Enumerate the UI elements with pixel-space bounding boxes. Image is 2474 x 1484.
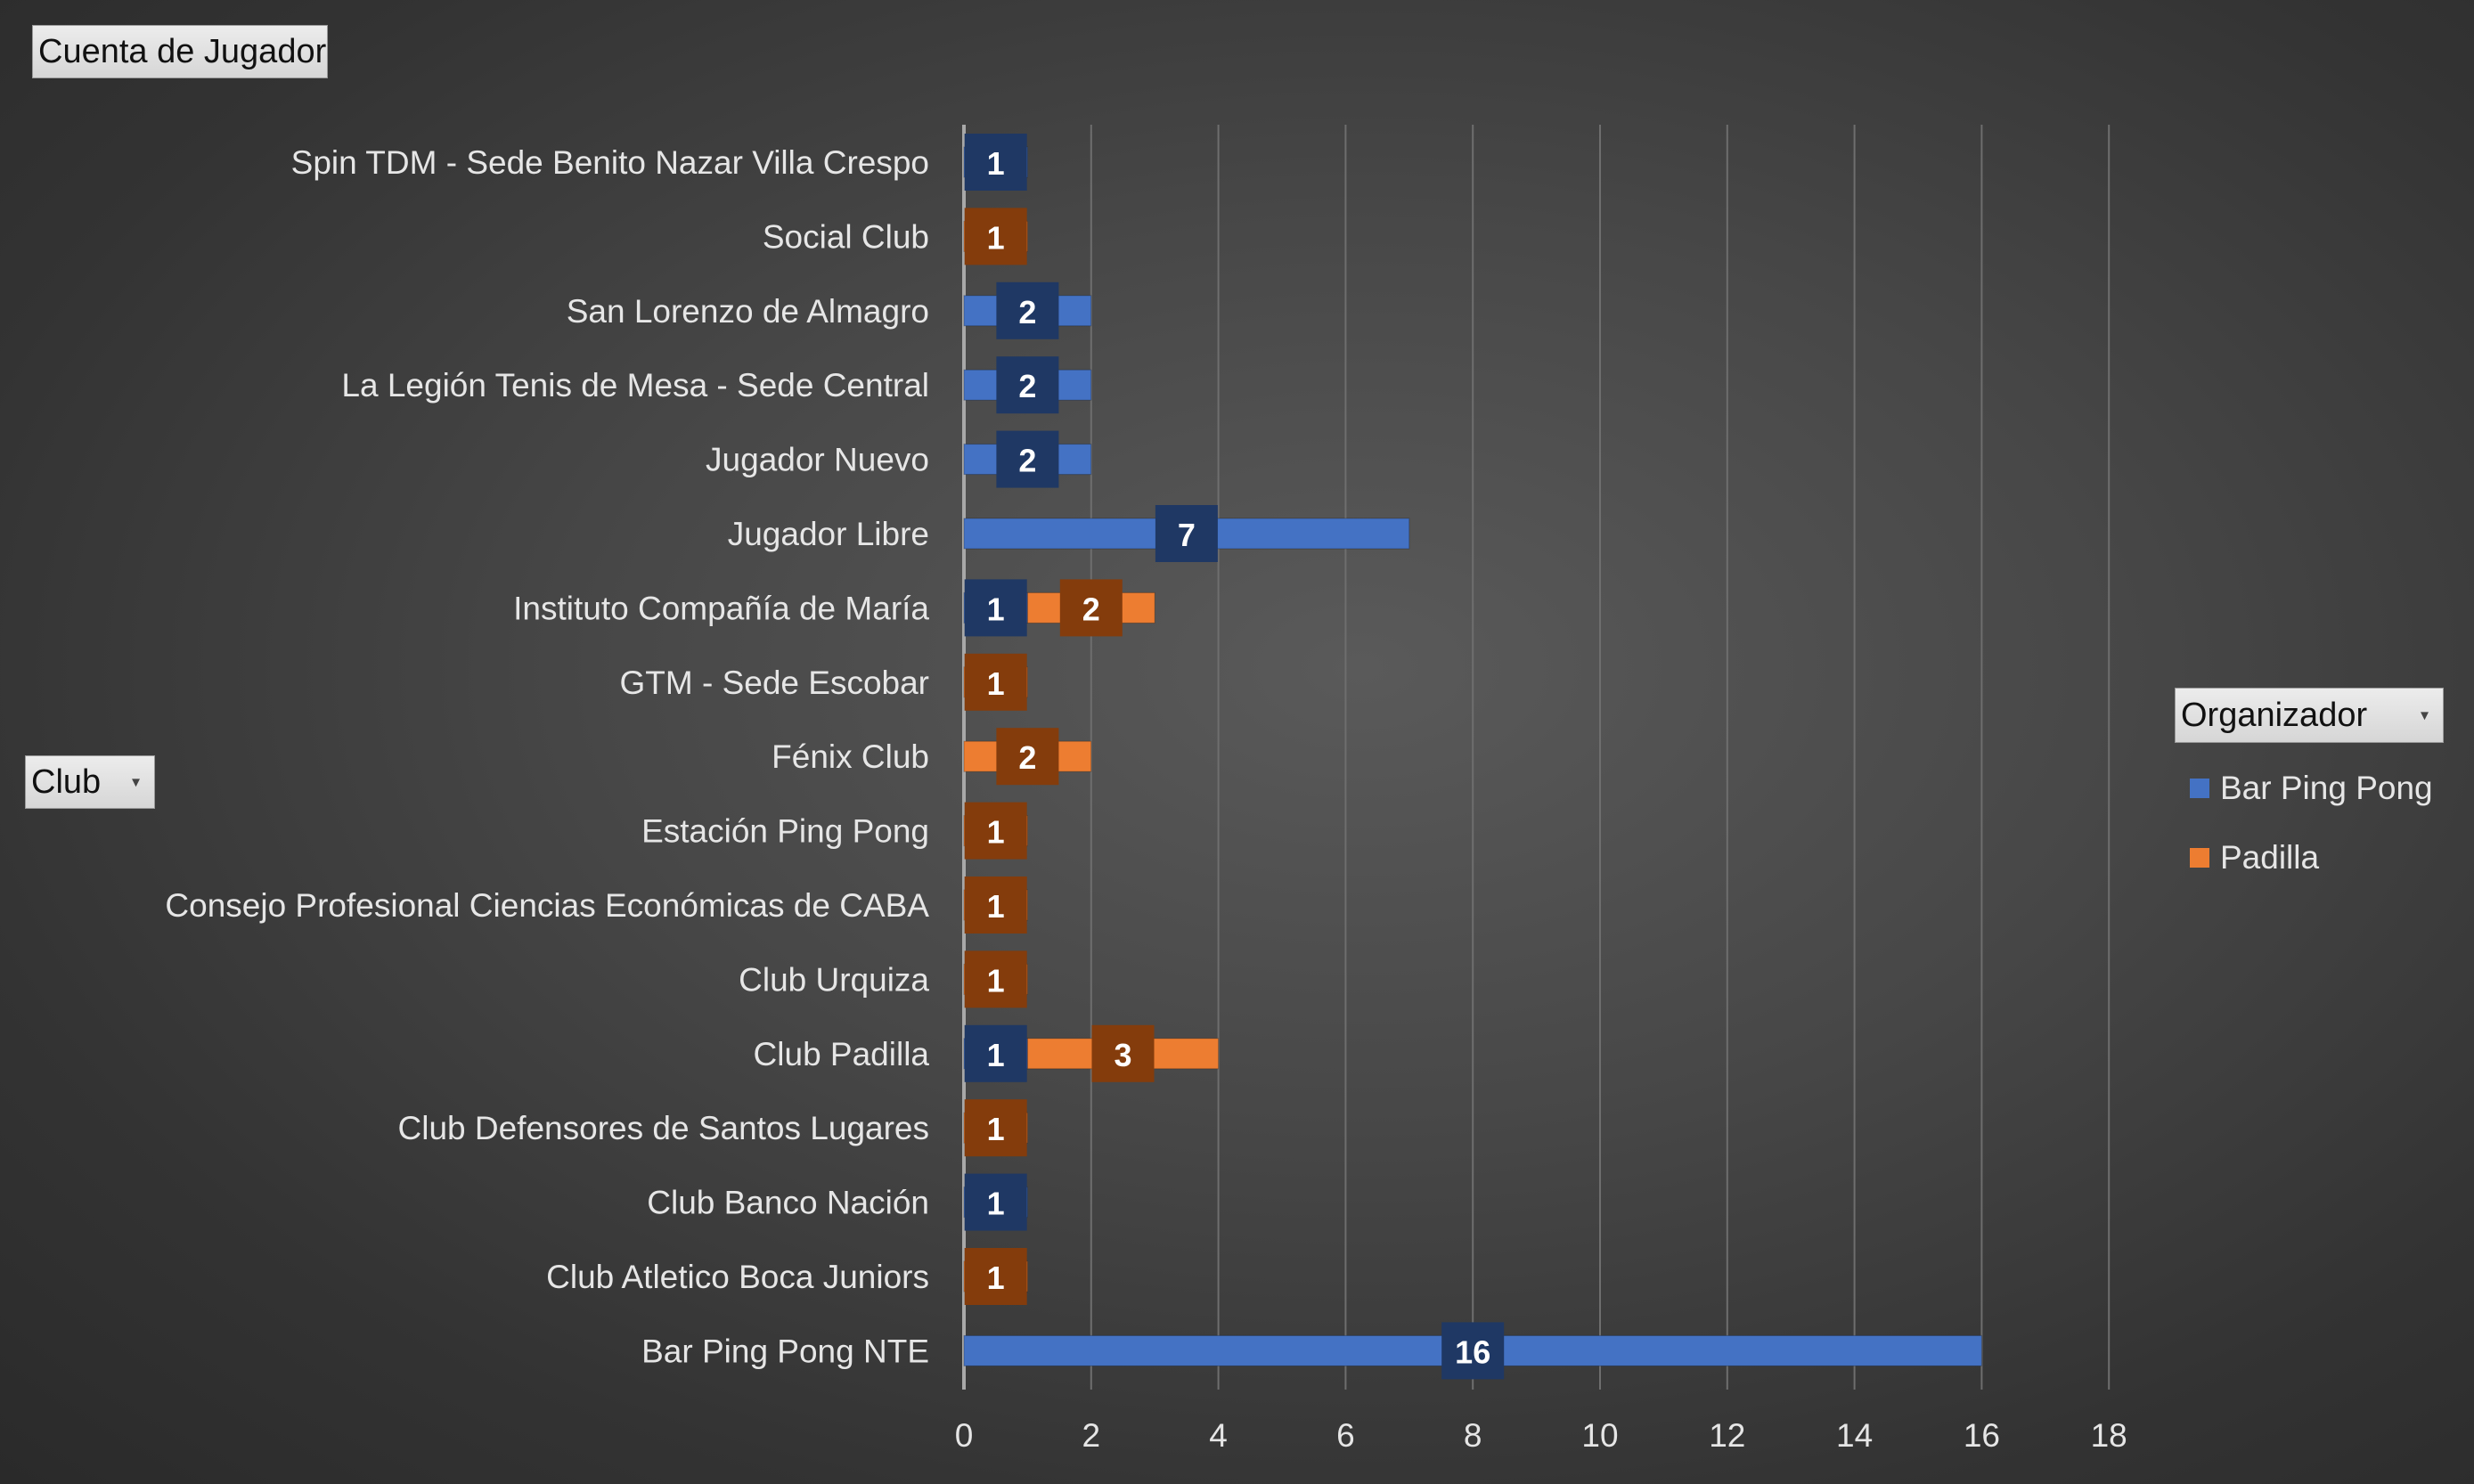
data-label: 1: [987, 1186, 1005, 1222]
category-label: Spin TDM - Sede Benito Nazar Villa Cresp…: [291, 144, 929, 181]
data-label-bg: [996, 281, 1059, 339]
data-label: 2: [1018, 294, 1036, 330]
legend-swatch-padilla: [2190, 848, 2209, 868]
x-tick-label: 10: [1581, 1417, 1618, 1454]
data-label-bg: [964, 653, 1027, 711]
data-label-bg: [1441, 1322, 1505, 1380]
club-field-filter-button[interactable]: Club ▾: [25, 755, 155, 809]
data-label: 7: [1178, 517, 1196, 553]
data-label: 1: [987, 962, 1005, 999]
category-label: Consejo Profesional Ciencias Económicas …: [165, 887, 929, 924]
data-label-bg: [964, 134, 1027, 191]
legend-swatch-bar-ping-pong: [2190, 779, 2209, 798]
data-label: 1: [987, 814, 1005, 851]
category-label: Bar Ping Pong NTE: [641, 1333, 929, 1369]
data-label-bg: [996, 728, 1059, 786]
legend-label-bar-ping-pong: Bar Ping Pong: [2220, 770, 2433, 806]
chart-legend: Bar Ping Pong Padilla: [2190, 754, 2433, 893]
category-label: La Legión Tenis de Mesa - Sede Central: [341, 367, 929, 404]
data-label-bg: [964, 950, 1027, 1008]
data-label: 1: [987, 888, 1005, 925]
value-field-button[interactable]: Cuenta de Jugador: [32, 25, 328, 78]
data-label: 1: [987, 1260, 1005, 1296]
data-label-bg: [964, 802, 1027, 860]
data-label-bg: [996, 430, 1059, 488]
x-tick-label: 12: [1709, 1417, 1745, 1454]
category-label: Club Banco Nación: [647, 1185, 929, 1221]
category-label: Club Atletico Boca Juniors: [546, 1259, 929, 1295]
category-label: GTM - Sede Escobar: [619, 665, 929, 701]
category-label: Social Club: [763, 218, 929, 255]
data-label: 1: [987, 1111, 1005, 1147]
x-tick-label: 18: [2091, 1417, 2127, 1454]
category-label: Estación Ping Pong: [641, 813, 929, 850]
x-tick-label: 4: [1209, 1417, 1228, 1454]
data-label: 1: [987, 1037, 1005, 1073]
data-label: 1: [987, 145, 1005, 182]
data-label-bg: [1059, 579, 1123, 637]
club-field-label: Club: [31, 762, 102, 801]
category-label: San Lorenzo de Almagro: [567, 293, 929, 330]
data-label: 2: [1018, 368, 1036, 404]
data-label-bg: [996, 356, 1059, 414]
x-tick-label: 6: [1336, 1417, 1355, 1454]
category-label: Club Defensores de Santos Lugares: [398, 1110, 929, 1146]
legend-item-bar-ping-pong[interactable]: Bar Ping Pong: [2190, 754, 2433, 823]
organizador-field-filter-button[interactable]: Organizador ▾: [2175, 688, 2444, 743]
data-label-bg: [964, 1024, 1027, 1082]
dropdown-arrow-icon: ▾: [2420, 705, 2429, 724]
x-tick-label: 16: [1964, 1417, 2000, 1454]
data-label-bg: [1091, 1024, 1155, 1082]
category-label: Instituto Compañía de María: [513, 590, 929, 626]
data-label-bg: [964, 1173, 1027, 1231]
data-label: 2: [1018, 739, 1036, 776]
x-tick-label: 14: [1836, 1417, 1873, 1454]
category-label: Jugador Libre: [728, 516, 929, 552]
category-label: Fénix Club: [772, 738, 929, 775]
category-label: Jugador Nuevo: [706, 442, 929, 478]
category-label: Club Urquiza: [739, 961, 929, 998]
data-label-bg: [964, 579, 1027, 637]
data-label-bg: [1155, 505, 1218, 562]
data-label: 3: [1114, 1037, 1131, 1073]
value-field-label: Cuenta de Jugador: [38, 32, 327, 70]
data-label-bg: [964, 877, 1027, 934]
data-label: 1: [987, 665, 1005, 702]
data-label: 2: [1018, 443, 1036, 479]
legend-label-padilla: Padilla: [2220, 839, 2320, 876]
x-tick-label: 8: [1464, 1417, 1482, 1454]
data-label: 16: [1455, 1333, 1490, 1370]
data-label: 1: [987, 591, 1005, 627]
x-tick-label: 2: [1082, 1417, 1101, 1454]
data-label-bg: [964, 208, 1027, 265]
category-label: Club Padilla: [754, 1036, 930, 1072]
data-label-bg: [964, 1099, 1027, 1157]
organizador-field-label: Organizador: [2181, 696, 2368, 734]
data-label-bg: [964, 1248, 1027, 1305]
data-label: 1: [987, 219, 1005, 256]
x-tick-label: 0: [955, 1417, 974, 1454]
legend-item-padilla[interactable]: Padilla: [2190, 823, 2433, 893]
dropdown-arrow-icon: ▾: [131, 772, 140, 791]
data-label: 2: [1082, 591, 1100, 627]
